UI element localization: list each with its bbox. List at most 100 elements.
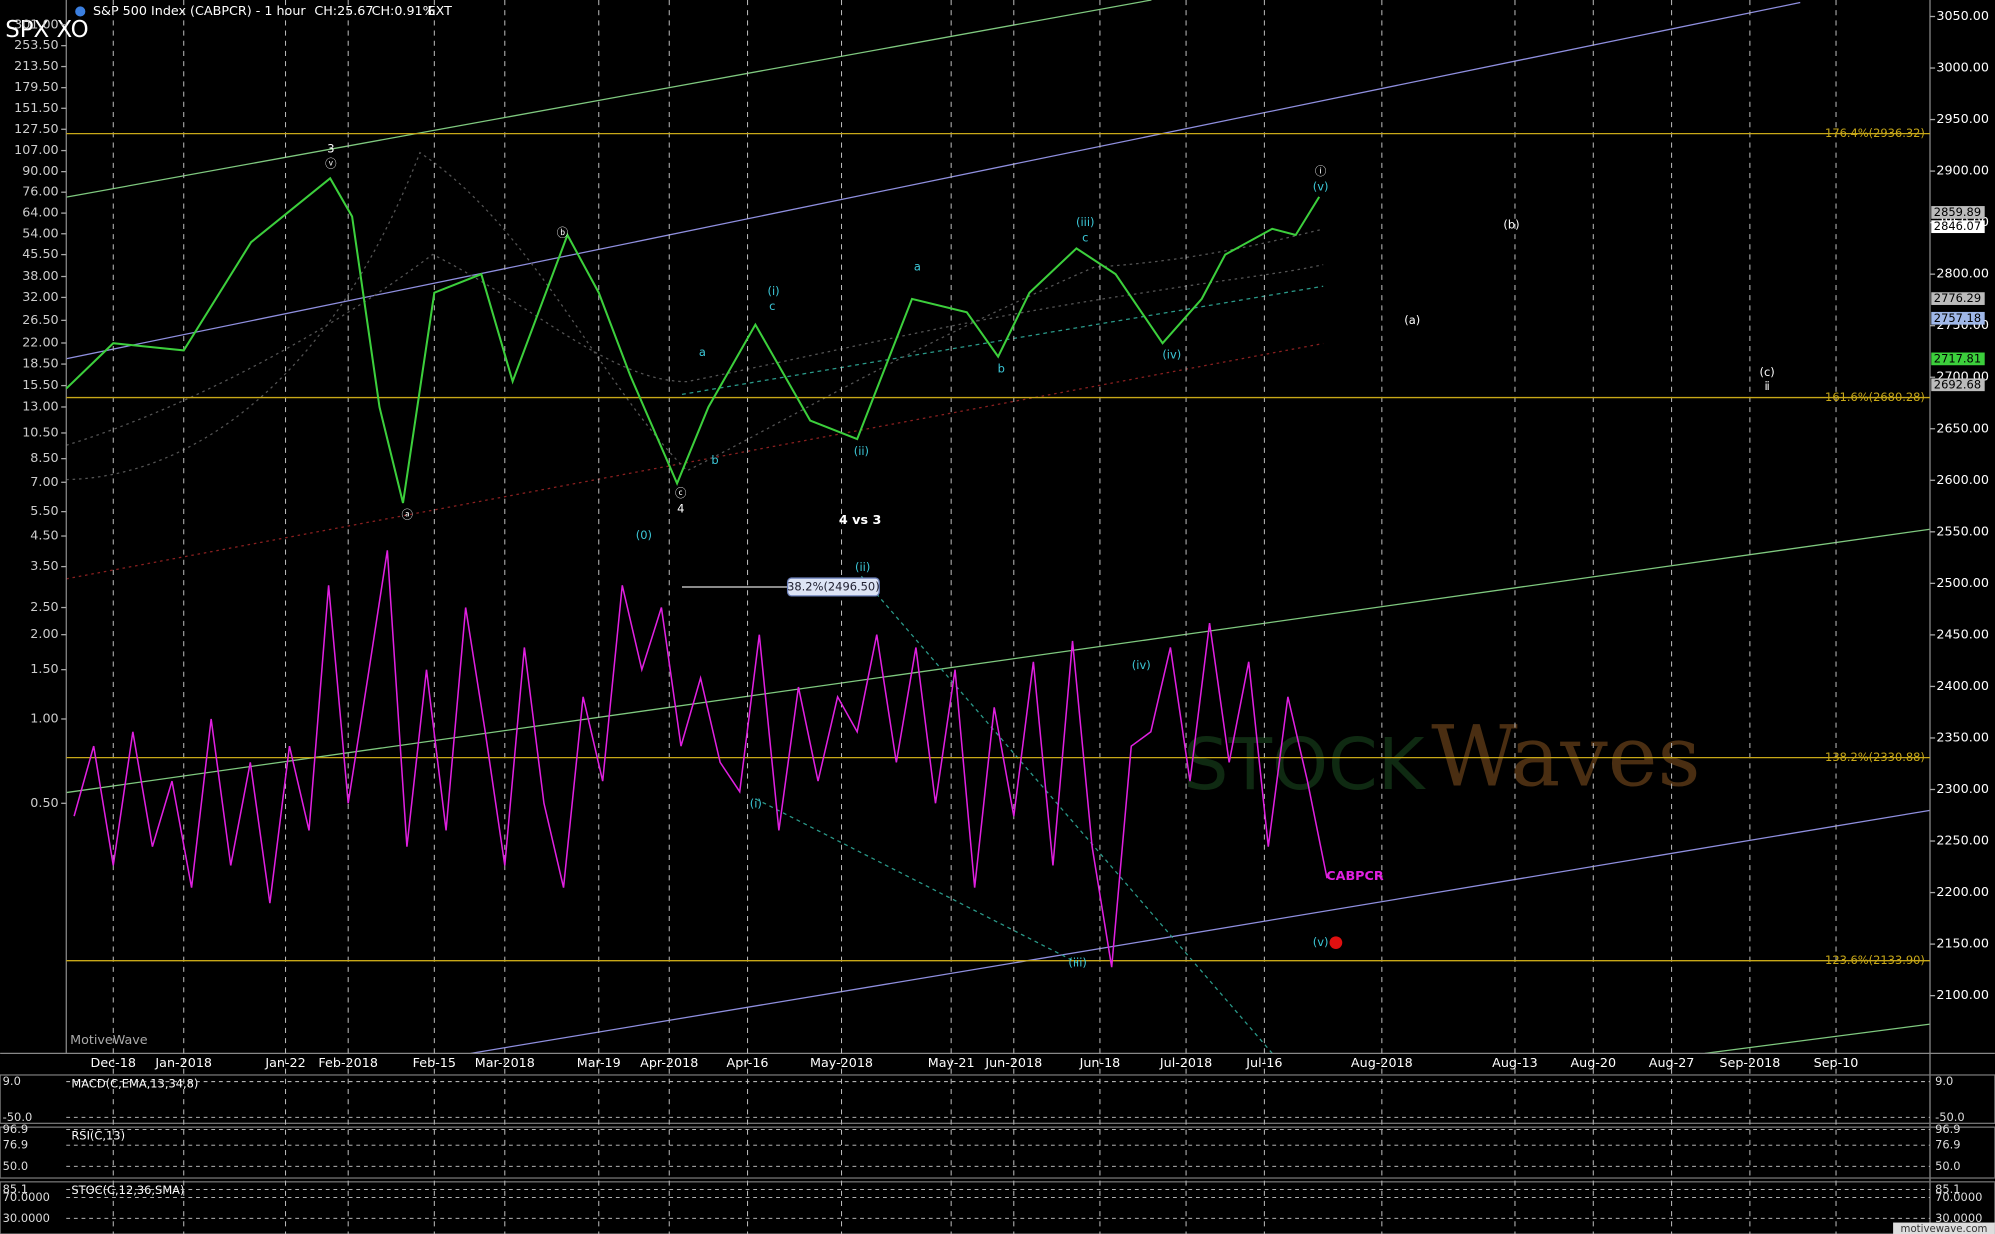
wave-label: b [711, 453, 718, 467]
y2-tick-label: 45.50 [22, 246, 58, 261]
wave-label: ⓘ [1315, 164, 1327, 178]
y2-tick-label: 179.50 [14, 79, 59, 94]
indicator-level-label: 50.0 [3, 1159, 28, 1173]
y-tick-label: 2400.00 [1936, 678, 1989, 693]
footer: motivewave.com [1901, 1224, 1988, 1234]
indicator-level-label: -50.0 [1935, 1110, 1965, 1124]
price-label-box [1931, 220, 1985, 234]
wave-label: 3 [327, 141, 334, 155]
alert-icon [1329, 936, 1343, 950]
y-tick-label: 2950.00 [1936, 111, 1989, 126]
wave-label: ⓑ [557, 225, 569, 239]
wave-label: (c) [1760, 365, 1775, 379]
y2-tick-label: 1.00 [30, 710, 58, 725]
x-tick-label: Jan-22 [264, 1055, 305, 1070]
y-tick-label: 2450.00 [1936, 626, 1989, 641]
y-tick-label: 2200.00 [1936, 884, 1989, 899]
session: EXT [428, 3, 453, 18]
x-tick-label: Mar-2018 [475, 1055, 535, 1070]
price-label: 2846.07 [1934, 219, 1981, 233]
y2-tick-label: 127.50 [14, 121, 59, 136]
y2-tick-label: 2.00 [30, 626, 58, 641]
x-tick-label: Aug-27 [1649, 1055, 1695, 1070]
y2-tick-label: 2.50 [30, 599, 58, 614]
x-tick-label: Apr-2018 [640, 1055, 698, 1070]
indicator-level-label: 76.9 [1935, 1138, 1960, 1152]
y2-tick-label: 15.50 [22, 377, 58, 392]
price-label-box [1931, 378, 1985, 392]
symbol: SPX XO [5, 17, 88, 43]
price-label-box [1931, 206, 1985, 219]
x-tick-label: May-2018 [810, 1055, 873, 1070]
y-tick-label: 2150.00 [1936, 936, 1989, 951]
price-label: 2859.89 [1934, 205, 1981, 219]
y-tick-label: 2900.00 [1936, 163, 1989, 178]
wave-label: (v) [1313, 180, 1329, 194]
y2-tick-label: 5.50 [30, 503, 58, 518]
wave-label: (iii) [1076, 215, 1094, 229]
indicator-level-label: -50.0 [3, 1110, 33, 1124]
y2-tick-label: 13.00 [22, 398, 58, 413]
y-tick-label: 3000.00 [1936, 60, 1989, 75]
y2-tick-label: 253.50 [14, 37, 59, 52]
x-tick-label: Aug-2018 [1351, 1055, 1413, 1070]
wave-label: (a) [1404, 313, 1420, 327]
wave-label: (ii) [855, 560, 870, 574]
moving-average [66, 253, 1324, 446]
y2-tick-label: 7.00 [30, 474, 58, 489]
x-tick-label: Jun-2018 [984, 1055, 1042, 1070]
indicator-level-label: 9.0 [1935, 1074, 1953, 1088]
watermark: MotiveWave [70, 1032, 148, 1047]
y2-tick-label: 54.00 [22, 225, 58, 240]
y-tick-label: 2100.00 [1936, 987, 1989, 1002]
x-tick-label: May-21 [928, 1055, 975, 1070]
indicator-level-label: 9.0 [3, 1074, 21, 1088]
indicator-level-label: 85.1 [3, 1182, 28, 1196]
fib-label: 161.6%(2680.28) [1825, 390, 1925, 404]
y2-tick-label: 4.50 [30, 528, 58, 543]
y2-tick-label: 107.00 [14, 142, 59, 157]
y-tick-label: 2550.00 [1936, 523, 1989, 538]
x-tick-label: Aug-13 [1492, 1055, 1538, 1070]
y2-tick-label: 3.50 [30, 558, 58, 573]
price-label-box [1931, 311, 1985, 325]
wave-label: ⓐ [401, 508, 413, 522]
wave-label: CABPCR [1326, 868, 1384, 883]
wave-label: (v) [1313, 935, 1329, 949]
change: CH:25.67 [314, 3, 373, 18]
wave-label: (ii) [854, 444, 869, 458]
wave-label: b [998, 361, 1005, 375]
x-tick-label: Sep-10 [1814, 1055, 1859, 1070]
wave-label: ⓥ [325, 157, 337, 171]
retracement-box [786, 577, 880, 597]
trend-line [66, 0, 1152, 198]
wave-label: c [1082, 230, 1088, 244]
y2-tick-label: 213.50 [14, 58, 59, 73]
status-dot [75, 6, 86, 17]
wave-label: (iv) [1162, 347, 1181, 361]
wave-label: ⓒ [675, 486, 687, 500]
price-label: 2776.29 [1934, 291, 1981, 305]
wave-label: (i) [768, 284, 780, 298]
y-tick-label: 2300.00 [1936, 781, 1989, 796]
y2-tick-label: 18.50 [22, 356, 58, 371]
chart-title: S&P 500 Index (CABPCR) - 1 hour [93, 3, 306, 18]
wave-label: ⅱ [1765, 379, 1770, 393]
wave-label: 4 [677, 501, 684, 515]
trend-line [66, 528, 1931, 794]
y-tick-label: 2350.00 [1936, 729, 1989, 744]
indicator-level-label: 96.9 [3, 1122, 28, 1136]
footer-box [1893, 1222, 1995, 1234]
price-label: 2717.81 [1934, 351, 1981, 365]
indicator-level-label: 70.0000 [1935, 1190, 1982, 1204]
y2-tick-label: 151.50 [14, 100, 59, 115]
trend-line [860, 575, 1273, 1054]
x-tick-label: Mar-19 [577, 1055, 621, 1070]
moving-average [66, 151, 1324, 481]
fib-label: 138.2%(2330.88) [1825, 750, 1925, 764]
indicator-level-label: 30.0000 [3, 1211, 50, 1225]
y2-tick-label: 22.00 [22, 334, 58, 349]
